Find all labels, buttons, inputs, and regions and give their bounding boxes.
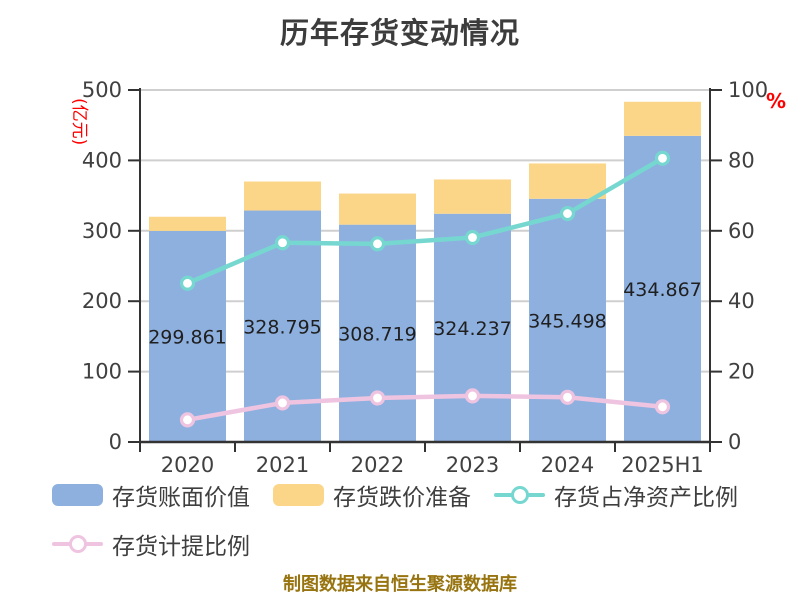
legend-line-marker-icon (52, 533, 103, 555)
value-labels: 299.861 328.795 308.719 324.237 345.498 434.8… (148, 279, 702, 349)
legend-row: 存货账面价值 存货跌价准备 存货占净资产比例 (52, 478, 738, 512)
legend-bar-swatch-icon (273, 484, 324, 506)
svg-text:2022: 2022 (351, 453, 404, 475)
chart-title: 历年存货变动情况 (279, 16, 520, 50)
svg-text:20: 20 (728, 360, 755, 384)
svg-text:0: 0 (728, 430, 741, 454)
legend-line-marker-icon (494, 484, 545, 506)
svg-text:2023: 2023 (446, 453, 499, 475)
svg-text:40: 40 (728, 289, 755, 313)
right-axis-unit-label: % (766, 89, 786, 113)
legend-label: 存货计提比例 (112, 534, 250, 560)
svg-text:0: 0 (109, 430, 122, 454)
svg-text:60: 60 (728, 219, 755, 243)
svg-text:308.719: 308.719 (338, 323, 417, 345)
svg-text:2020: 2020 (161, 453, 214, 475)
svg-text:200: 200 (82, 289, 122, 313)
svg-text:434.867: 434.867 (623, 279, 702, 301)
legend-label: 存货账面价值 (112, 485, 250, 511)
svg-text:400: 400 (82, 148, 122, 172)
legend-item-inventory-provision-ratio[interactable]: 存货计提比例 (52, 527, 250, 561)
svg-text:2025H1: 2025H1 (621, 453, 704, 475)
svg-text:300: 300 (82, 219, 122, 243)
svg-text:2021: 2021 (256, 453, 309, 475)
axes (128, 88, 722, 452)
svg-text:324.237: 324.237 (433, 318, 512, 340)
chart-plot-area: 0 100 200 300 400 500 0 20 40 60 80 100 2020 2021 2022… (69, 78, 786, 475)
svg-text:100: 100 (82, 360, 122, 384)
data-source-note: 制图数据来自恒生聚源数据库 (283, 574, 517, 595)
legend-item-inventory-to-net-assets-ratio[interactable]: 存货占净资产比例 (494, 478, 738, 512)
legend-label: 存货跌价准备 (333, 485, 471, 511)
legend-item-inventory-book-value[interactable]: 存货账面价值 (52, 478, 250, 512)
legend-row: 存货计提比例 (52, 527, 738, 561)
legend-bar-swatch-icon (52, 484, 103, 506)
chart-legend: 存货账面价值 存货跌价准备 存货占净资产比例存货计提比例 (52, 478, 738, 576)
bar-series (149, 101, 701, 442)
svg-text:100: 100 (728, 78, 768, 102)
svg-text:299.861: 299.861 (148, 326, 227, 348)
svg-text:80: 80 (728, 148, 755, 172)
left-axis-unit-label: (亿元) (69, 98, 89, 145)
svg-text:500: 500 (82, 78, 122, 102)
axis-tick-labels: 0 100 200 300 400 500 0 20 40 60 80 100 2020 2021 2022… (82, 78, 768, 475)
svg-text:2024: 2024 (541, 453, 594, 475)
svg-text:345.498: 345.498 (528, 310, 607, 332)
legend-item-inventory-depreciation-reserve[interactable]: 存货跌价准备 (273, 478, 471, 512)
svg-text:328.795: 328.795 (243, 316, 322, 338)
legend-label: 存货占净资产比例 (554, 485, 738, 511)
gridlines (140, 89, 710, 373)
line-series (179, 150, 671, 428)
